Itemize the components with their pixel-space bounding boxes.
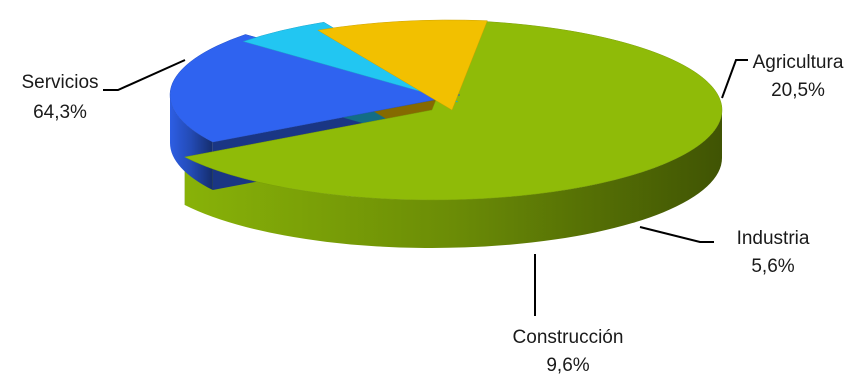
slice-industria [242, 21, 459, 103]
slice-side-agricultura [170, 95, 213, 191]
slice-side-servicios [184, 110, 723, 249]
slice-value-construccion: 9,6% [546, 355, 589, 376]
slice-label-agricultura: Agricultura [753, 52, 844, 73]
leader-line-servicios [103, 59, 186, 91]
slice-agricultura [169, 34, 461, 143]
leader-line-industria [639, 226, 714, 243]
slice-value-servicios: 64,3% [33, 102, 87, 123]
slice-label-industria: Industria [737, 228, 810, 249]
slice-servicios [184, 20, 723, 201]
slice-construccion [317, 19, 488, 111]
pie-tops [169, 19, 723, 201]
slice-value-agricultura: 20,5% [771, 80, 825, 101]
slice-label-servicios: Servicios [21, 72, 98, 93]
leader-line-agricultura [721, 59, 748, 99]
slice-label-construccion: Construcción [513, 327, 624, 348]
slice-value-industria: 5,6% [751, 256, 794, 277]
slice-labels: Servicios 64,3% Agricultura 20,5% Industria 5… [21, 52, 843, 376]
leader-lines [103, 59, 748, 316]
